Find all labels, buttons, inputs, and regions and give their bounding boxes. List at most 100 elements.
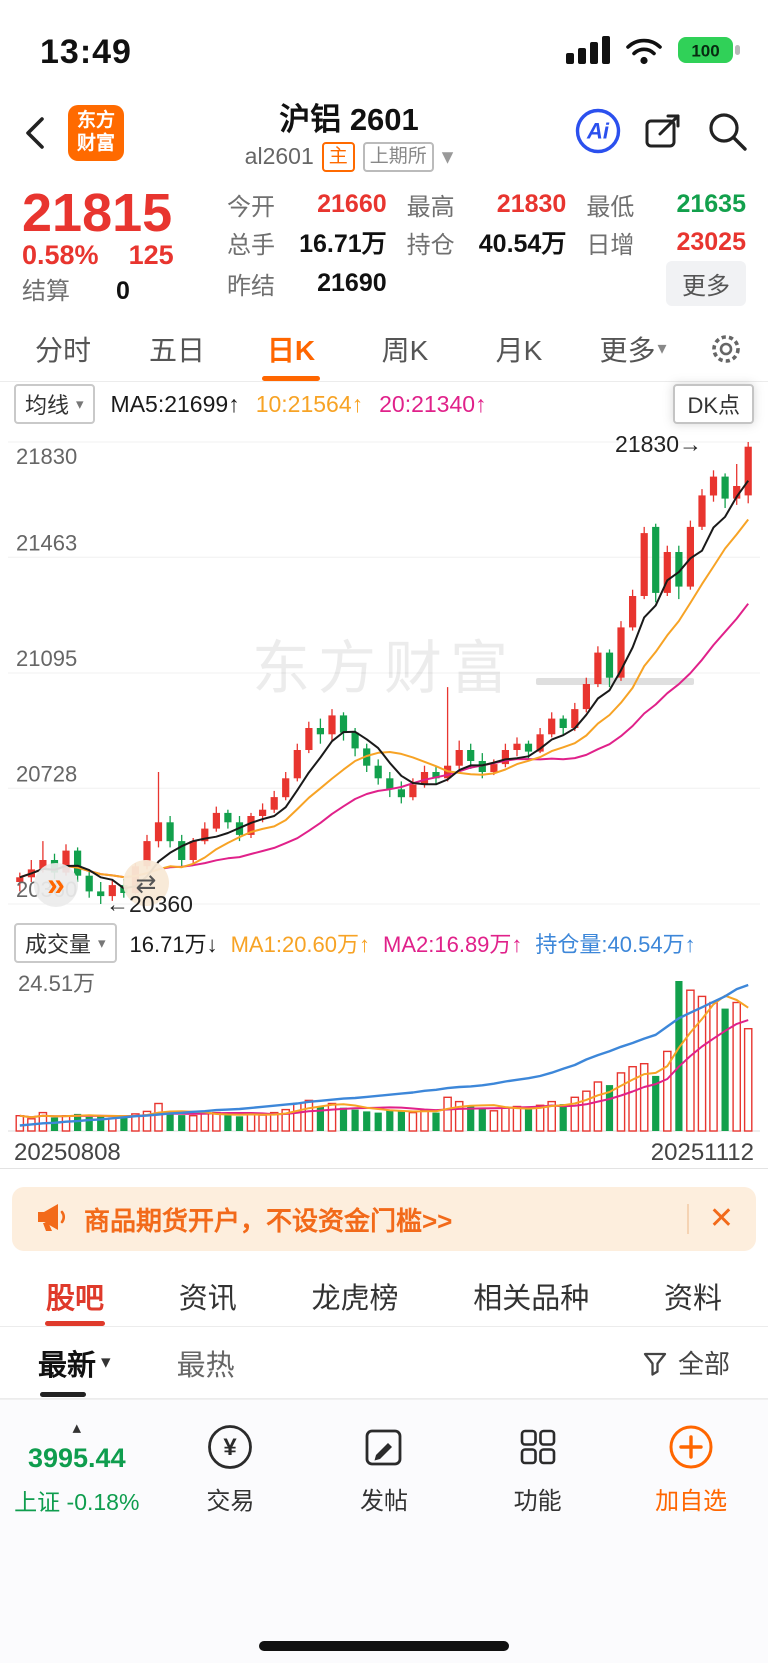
status-bar: 13:49 100 bbox=[0, 0, 768, 90]
volume-ma1: MA1:20.60万↑ bbox=[230, 932, 371, 957]
settle-label: 结算 bbox=[22, 278, 70, 305]
content-tabs: 股吧 资讯 龙虎榜 相关品种 资料 bbox=[0, 1265, 768, 1327]
period-tabs: 分时 五日 日K 周K 月K 更多 ▾ bbox=[0, 316, 768, 382]
volume-chart-panel: 24.51万 bbox=[0, 963, 768, 1139]
plus-circle-icon bbox=[669, 1425, 713, 1469]
date-axis: 20250808 20251112 bbox=[0, 1139, 768, 1169]
open-interest-cell: 持仓 40.54万 bbox=[397, 224, 577, 262]
tab-more-periods[interactable]: 更多 ▾ bbox=[599, 334, 667, 366]
banner-text[interactable]: 商品期货开户，不设资金门槛>> bbox=[84, 1205, 453, 1236]
svg-text:Ai: Ai bbox=[586, 118, 610, 143]
tab-weekly-k[interactable]: 周K bbox=[381, 334, 429, 366]
change-row: 0.58% 125 bbox=[22, 240, 217, 271]
volume-indicator-bar: 成交量 ▾ 16.71万↓ MA1:20.60万↑ MA2:16.89万↑ 持仓… bbox=[0, 923, 768, 963]
open-interest-value: 40.54万 bbox=[478, 230, 567, 259]
chevron-down-icon: ▾ bbox=[76, 396, 84, 413]
open-value: 21660 bbox=[317, 190, 387, 219]
contract-subtitle[interactable]: al2601 主 上期所 ▾ bbox=[136, 142, 562, 172]
chevron-down-icon: ▾ bbox=[657, 338, 667, 358]
date-end: 20251112 bbox=[650, 1139, 754, 1166]
volume-current: 16.71万↓ bbox=[129, 932, 218, 957]
change-percent: 0.58% bbox=[22, 240, 99, 270]
ma20-readout: 20:21340↑ bbox=[379, 390, 487, 417]
chart-settings-button[interactable] bbox=[690, 316, 762, 381]
svg-text:21830: 21830 bbox=[16, 444, 77, 469]
caret-up-icon: ▴ bbox=[72, 1418, 82, 1437]
candlestick-chart[interactable]: 东方财富2183021463210952072820360»⇄21830→←20… bbox=[8, 426, 760, 923]
index-label: 上证 -0.18% bbox=[14, 1488, 140, 1515]
banner-divider bbox=[686, 1204, 689, 1234]
settle-value: 0 bbox=[116, 277, 130, 305]
title-block: 沪铝 2601 al2601 主 上期所 ▾ bbox=[136, 94, 562, 172]
signal-icon bbox=[566, 34, 610, 71]
low-cell: 最低 21635 bbox=[586, 190, 746, 222]
svg-text:21830→: 21830→ bbox=[615, 431, 702, 457]
volume-ma2: MA2:16.89万↑ bbox=[383, 932, 523, 957]
grid-icon bbox=[520, 1429, 555, 1465]
last-price: 21815 bbox=[22, 183, 173, 243]
exchange-badge: 上期所 bbox=[362, 142, 434, 172]
chevron-down-icon[interactable]: ▾ bbox=[441, 143, 454, 170]
contract-code: al2601 bbox=[244, 143, 314, 170]
ai-button[interactable]: Ai bbox=[574, 107, 622, 160]
tab-guba[interactable]: 股吧 bbox=[46, 1265, 104, 1326]
svg-text:←20360: ←20360 bbox=[106, 891, 193, 917]
battery-icon: 100 bbox=[678, 34, 742, 71]
feed-controls: 最新 ▾ 最热 全部 bbox=[0, 1327, 768, 1399]
close-icon[interactable]: ✕ bbox=[708, 1202, 734, 1235]
home-indicator[interactable] bbox=[259, 1641, 509, 1651]
ma5-readout: MA5:21699↑ bbox=[110, 390, 240, 417]
back-button[interactable] bbox=[18, 113, 56, 153]
nav-index[interactable]: ▴ 3995.44 上证 -0.18% bbox=[0, 1418, 154, 1517]
price-chart-panel: 东方财富2183021463210952072820360»⇄21830→←20… bbox=[0, 426, 768, 923]
change-value: 125 bbox=[128, 240, 174, 270]
tab-monthly-k[interactable]: 月K bbox=[495, 334, 543, 366]
settle-row: 结算 0 bbox=[22, 271, 217, 306]
more-cell: 更多 bbox=[576, 261, 756, 306]
nav-post[interactable]: 发帖 bbox=[307, 1422, 461, 1517]
nav-add-watchlist[interactable]: 加自选 bbox=[614, 1422, 768, 1517]
tab-5day[interactable]: 五日 bbox=[148, 334, 205, 366]
promo-banner[interactable]: 商品期货开户，不设资金门槛>> ✕ bbox=[12, 1187, 756, 1251]
chevron-down-icon: ▾ bbox=[98, 935, 106, 952]
more-button[interactable]: 更多 bbox=[666, 261, 746, 306]
svg-text:东方财富: 东方财富 bbox=[252, 636, 516, 701]
open-cell: 今开 21660 bbox=[227, 190, 387, 222]
volume-chart[interactable]: 24.51万 bbox=[8, 963, 760, 1139]
daily-increase-value: 23025 bbox=[676, 227, 746, 256]
index-value: 3995.44 bbox=[27, 1442, 126, 1473]
chevron-down-icon: ▾ bbox=[101, 1352, 111, 1373]
filter-button[interactable]: 全部 bbox=[641, 1344, 730, 1381]
low-value: 21635 bbox=[676, 190, 746, 219]
tab-dragon-tiger[interactable]: 龙虎榜 bbox=[311, 1282, 399, 1315]
volume-selector[interactable]: 成交量 ▾ bbox=[14, 923, 117, 963]
tab-daily-k[interactable]: 日K bbox=[234, 316, 348, 381]
svg-text:¥: ¥ bbox=[224, 1434, 238, 1461]
nav-trade[interactable]: ¥ 交易 bbox=[154, 1422, 308, 1517]
clock: 13:49 bbox=[40, 32, 132, 71]
share-icon[interactable] bbox=[640, 108, 686, 159]
app-header: 东方 财富 沪铝 2601 al2601 主 上期所 ▾ Ai bbox=[0, 90, 768, 176]
bottom-nav: ▴ 3995.44 上证 -0.18% ¥ 交易 发帖 功能 加自选 bbox=[0, 1399, 768, 1663]
sort-newest[interactable]: 最新 ▾ bbox=[38, 1342, 111, 1397]
back-chevron-icon bbox=[26, 117, 44, 149]
ma-selector[interactable]: 均线 ▾ bbox=[14, 384, 95, 424]
daily-increase-cell: 日增 23025 bbox=[586, 227, 746, 259]
nav-features[interactable]: 功能 bbox=[461, 1422, 615, 1517]
wifi-icon bbox=[624, 35, 664, 70]
tab-related[interactable]: 相关品种 bbox=[473, 1282, 590, 1315]
quote-panel: 21815 0.58% 125 结算 0 今开 21660 最高 21830 最低 2… bbox=[0, 176, 768, 316]
tab-news[interactable]: 资讯 bbox=[178, 1282, 237, 1315]
sort-hottest[interactable]: 最热 bbox=[176, 1349, 235, 1382]
prev-settle-value: 21690 bbox=[317, 269, 387, 297]
quote-grid: 今开 21660 最高 21830 最低 21635 总手 16.71万 持仓 40.54… bbox=[217, 186, 768, 306]
dk-point-button[interactable]: DK点 bbox=[673, 384, 754, 424]
search-icon[interactable] bbox=[704, 108, 750, 159]
eastmoney-logo[interactable]: 东方 财富 bbox=[68, 105, 124, 161]
high-cell: 最高 21830 bbox=[406, 190, 567, 222]
high-value: 21830 bbox=[496, 190, 567, 219]
tab-profile[interactable]: 资料 bbox=[663, 1282, 722, 1315]
prev-settle-cell: 昨结 21690 bbox=[227, 269, 387, 300]
tab-minute[interactable]: 分时 bbox=[34, 334, 91, 366]
